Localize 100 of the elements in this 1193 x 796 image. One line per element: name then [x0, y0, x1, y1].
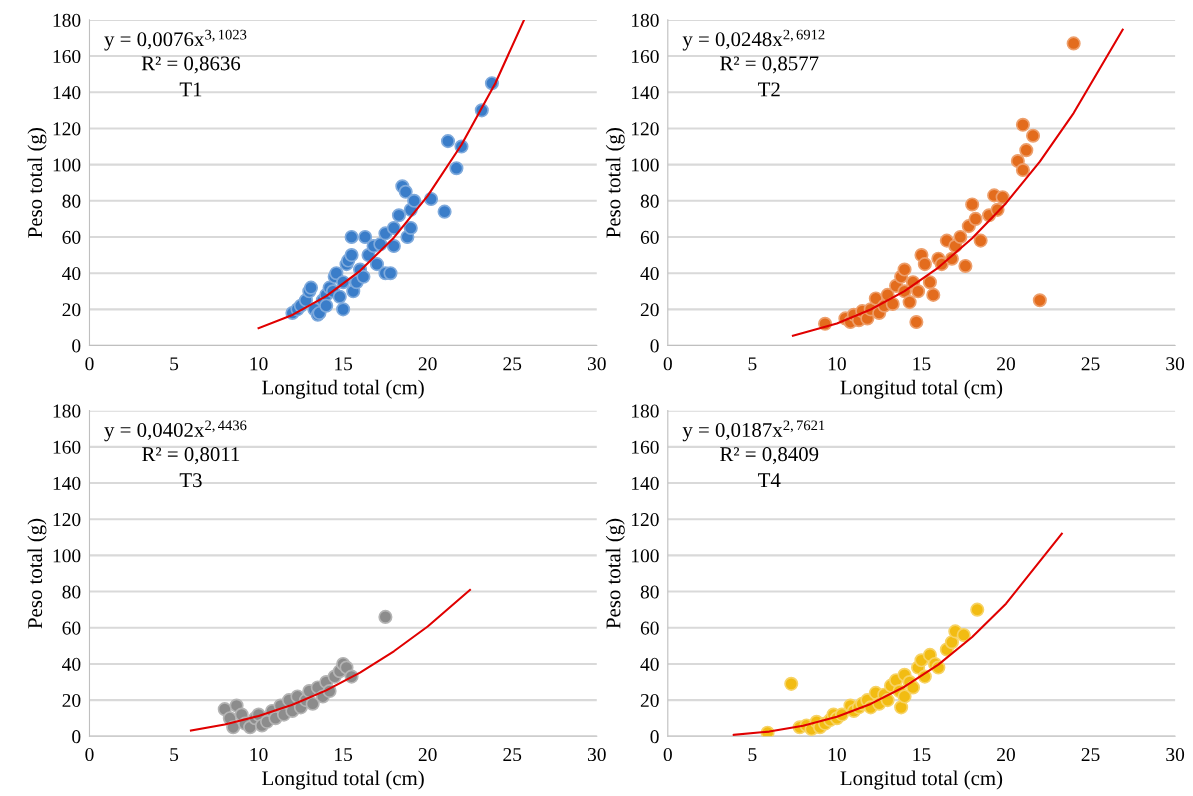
point [378, 609, 393, 624]
x-tick-label: 15 [335, 357, 353, 371]
point [1066, 36, 1081, 51]
annotation: R² = 0,8011 [142, 447, 240, 465]
annotation: T2 [758, 82, 780, 97]
y-tick-label: 180 [53, 13, 81, 27]
y-tick-label: 120 [53, 513, 81, 527]
y-tick-label: 120 [632, 513, 659, 527]
x-tick-label: 20 [997, 357, 1015, 371]
point [1026, 128, 1041, 143]
y-tick-label: 40 [62, 657, 81, 671]
y-tick-label: 180 [632, 404, 659, 418]
y-tick-label: 180 [53, 404, 81, 418]
point [449, 161, 464, 176]
y-tick-label: 20 [640, 693, 659, 708]
point [911, 284, 926, 299]
point [358, 229, 373, 245]
point [1015, 163, 1030, 178]
point [1015, 117, 1030, 132]
point [369, 257, 384, 272]
point [944, 635, 959, 650]
y-tick-label: 0 [650, 730, 659, 744]
point [386, 220, 401, 235]
point [897, 689, 912, 704]
annotation: y = 0,0187x$^{2,7621}$ [682, 420, 825, 442]
x-tick-label: 15 [913, 357, 931, 371]
point [995, 190, 1010, 205]
y-tick-label: 40 [640, 657, 659, 671]
y-tick-label: 0 [72, 339, 81, 353]
y-tick-label: 0 [72, 730, 81, 744]
x-tick-label: 0 [85, 747, 94, 762]
annotation: R² = 0,8577 [720, 56, 819, 74]
x-tick-label: 30 [587, 747, 606, 762]
annotation: y = 0,0076x$^{3,1023}$ [104, 29, 247, 51]
y-tick-label: 100 [632, 549, 659, 563]
y-axis-title: Peso total (g) [27, 518, 47, 629]
line-series [257, 19, 526, 330]
x-tick-label: 20 [997, 747, 1015, 762]
point [897, 262, 912, 277]
y-tick-label: 100 [53, 549, 81, 563]
point [902, 295, 917, 310]
point [356, 269, 371, 284]
y-axis-title: Peso total (g) [27, 128, 47, 238]
x-tick-label: 5 [748, 357, 757, 371]
point [968, 211, 983, 226]
y-tick-label: 40 [62, 266, 81, 281]
x-tick-label: 30 [1166, 357, 1185, 371]
y-tick-label: 140 [53, 86, 81, 100]
y-tick-label: 40 [640, 266, 659, 281]
x-tick-label: 15 [335, 748, 353, 762]
point [885, 296, 900, 311]
x-tick-label: 25 [1081, 748, 1100, 762]
annotation: y = 0,0248x$^{2,6912}$ [682, 29, 825, 51]
x-tick-label: 25 [503, 357, 522, 371]
line-series [732, 532, 1063, 736]
point [1019, 143, 1034, 158]
y-tick-label: 160 [53, 49, 81, 64]
y-tick-label: 80 [640, 585, 659, 599]
point [1032, 293, 1047, 308]
x-axis-title: Longitud total (cm) [840, 770, 1003, 790]
point [922, 275, 937, 290]
annotation: y = 0,0402x$^{2,4436}$ [104, 420, 247, 442]
point [403, 220, 418, 235]
x-tick-label: 10 [828, 357, 846, 371]
x-tick-label: 20 [418, 357, 437, 371]
point [956, 627, 971, 643]
point [344, 248, 359, 263]
point [909, 314, 924, 330]
point [398, 184, 413, 199]
x-tick-label: 10 [828, 747, 846, 762]
y-tick-label: 100 [632, 158, 659, 172]
point [973, 233, 988, 248]
point [965, 197, 980, 212]
x-tick-label: 25 [1081, 357, 1100, 371]
point [383, 266, 398, 281]
y-tick-label: 180 [632, 13, 659, 27]
x-tick-label: 10 [250, 747, 268, 762]
point [953, 229, 968, 245]
y-tick-label: 20 [62, 303, 81, 317]
y-tick-label: 140 [632, 476, 659, 490]
x-tick-label: 10 [250, 357, 268, 371]
point [305, 696, 320, 711]
y-axis-title: Peso total (g) [605, 518, 625, 629]
y-tick-label: 120 [632, 122, 659, 136]
y-tick-label: 160 [632, 440, 659, 454]
x-tick-label: 30 [587, 357, 606, 371]
annotation: R² = 0,8636 [141, 56, 241, 74]
y-tick-label: 20 [640, 303, 659, 317]
point [344, 229, 359, 245]
x-axis-title: Longitud total (cm) [262, 770, 424, 790]
x-axis-title: Longitud total (cm) [262, 379, 424, 399]
point [970, 602, 985, 617]
point [386, 238, 401, 254]
x-axis-title: Longitud total (cm) [840, 379, 1003, 399]
point [332, 289, 347, 304]
annotation: R² = 0,8409 [720, 447, 819, 465]
x-tick-label: 0 [663, 357, 672, 371]
point [917, 257, 932, 272]
point [784, 676, 799, 691]
point [926, 287, 941, 302]
